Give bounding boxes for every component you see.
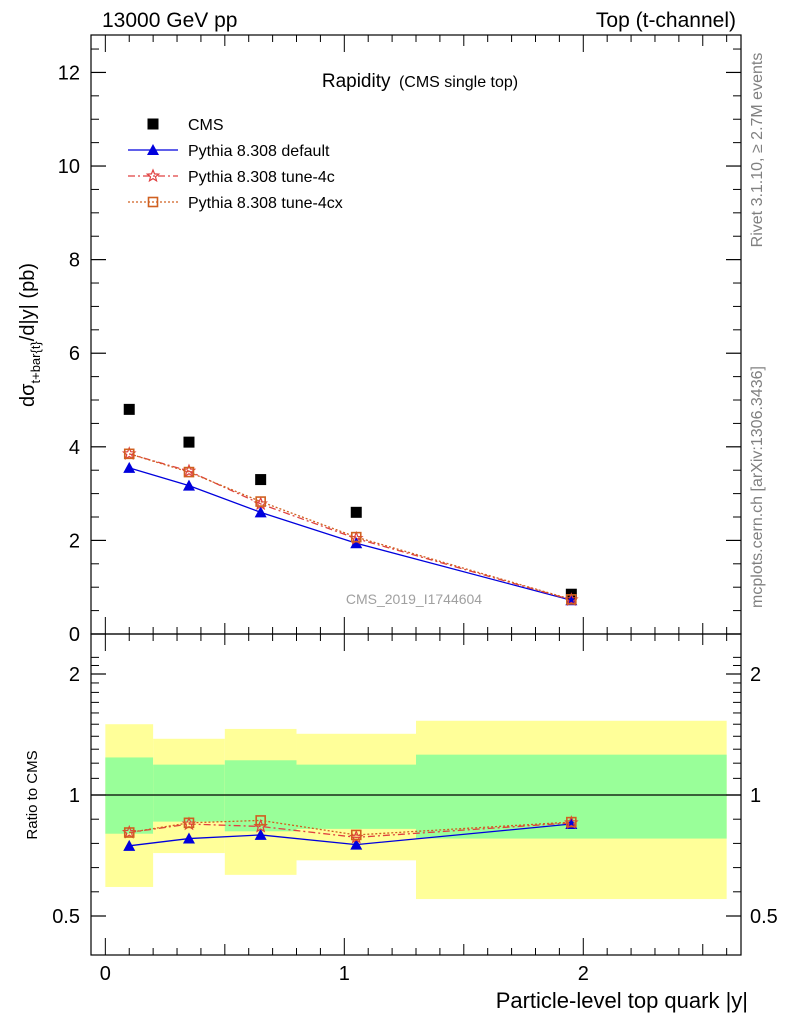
analysis-watermark: CMS_2019_I1744604 [346, 591, 482, 607]
ratio-y-tick-label: 0.5 [52, 906, 80, 928]
main-series-markers [121, 403, 579, 607]
main-point-cms [255, 474, 267, 486]
plot-title-main: Rapidity [322, 71, 391, 92]
x-tick-label: 1 [339, 963, 350, 985]
legend-marker-tune4c [145, 168, 161, 183]
band-inner [296, 764, 416, 829]
ratio-y-tick-label-right: 0.5 [750, 906, 778, 928]
ratio-y-tick-label: 2 [69, 664, 80, 686]
main-y-tick-label: 2 [69, 530, 80, 552]
main-point-cms [183, 436, 195, 448]
cms-uncertainty-bands [105, 720, 727, 900]
ratio-point-tune4cx [255, 815, 266, 826]
main-point-cms [350, 506, 362, 518]
ratio-line-tune4c [129, 822, 572, 839]
legend-label-default: Pythia 8.308 default [188, 143, 330, 160]
main-series-lines [129, 453, 572, 601]
main-point-tune4cx [566, 594, 577, 605]
main-point-tune4cx [183, 466, 195, 478]
ratio-y-tick-label-right: 2 [750, 664, 761, 686]
band-inner [153, 764, 225, 822]
main-point-default [350, 537, 363, 549]
main-y-tick-label: 8 [69, 250, 80, 272]
ratio-y-tick-label: 1 [69, 785, 80, 807]
main-point-default [123, 461, 136, 473]
legend-marker-cms [147, 118, 159, 130]
main-y-axis-label: dσt+bar{t}/d|y| (pb) [17, 263, 43, 407]
main-line-tune4c [129, 453, 572, 601]
plot-title-sub: (CMS single top) [399, 74, 518, 91]
ratio-series-markers [121, 815, 579, 851]
main-point-default [182, 479, 195, 491]
ratio-point-tune4cx [350, 829, 362, 841]
ratio-point-default [254, 828, 267, 840]
main-line-tune4cx [129, 453, 572, 600]
mcplots-label: mcplots.cern.ch [arXiv:1306.3436] [749, 366, 766, 608]
ratio-plot-area: 0.5 0.5 1 1 2 2 0 1 2 [52, 633, 778, 985]
main-point-tune4cx [123, 448, 135, 460]
ratio-point-tune4cx [566, 816, 577, 828]
ratio-point-default [350, 838, 363, 850]
main-y-tick-label: 6 [69, 343, 80, 365]
ratio-y-axis-label: Ratio to CMS [24, 750, 41, 839]
main-y-tick-label: 12 [58, 62, 80, 84]
legend-label-tune4cx: Pythia 8.308 tune-4cx [188, 195, 343, 212]
ratio-y-tick-label-right: 1 [750, 785, 761, 807]
main-y-tick-label: 10 [58, 156, 80, 178]
x-tick-label: 2 [578, 963, 589, 985]
main-point-tune4cx [255, 496, 266, 507]
main-y-tick-label: 0 [69, 624, 80, 646]
ratio-point-tune4cx [123, 827, 135, 838]
legend-marker-tune4cx [147, 196, 159, 208]
x-axis-label: Particle-level top quark |y| [496, 988, 748, 1013]
legend-label-tune4c: Pythia 8.308 tune-4c [188, 169, 335, 186]
main-point-default [254, 506, 267, 518]
header-energy: 13000 GeV pp [102, 9, 237, 32]
header-process: Top (t-channel) [596, 9, 736, 32]
ratio-point-default [182, 832, 195, 844]
legend-marker-default [147, 144, 159, 155]
legend: CMS Pythia 8.308 default Pythia 8.308 tune… [128, 117, 343, 212]
rivet-version-label: Rivet 3.1.10, ≥ 2.7M events [749, 53, 766, 248]
main-point-cms [123, 403, 135, 415]
main-y-tick-label: 4 [69, 437, 80, 459]
ratio-point-default [123, 839, 136, 851]
main-point-tune4cx [350, 531, 362, 543]
x-tick-label: 0 [100, 963, 111, 985]
legend-label-cms: CMS [188, 117, 224, 134]
ratio-point-tune4cx [183, 817, 195, 829]
plot-title: Rapidity (CMS single top) [322, 71, 518, 92]
